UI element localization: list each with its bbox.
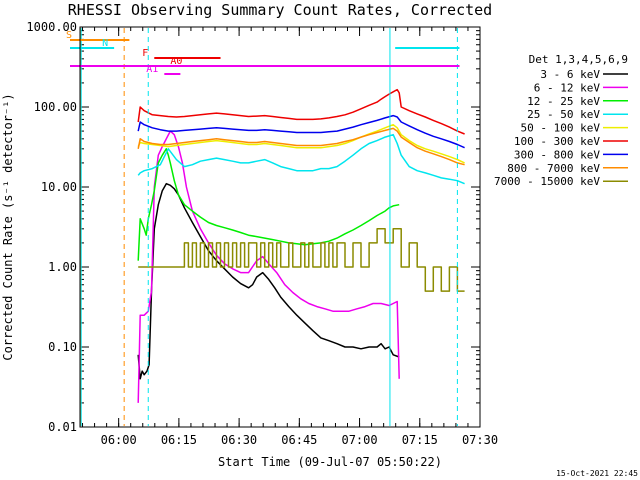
y-tick-label: 0.10 bbox=[48, 340, 77, 354]
flag-layer: S N F A0 A1 bbox=[66, 30, 460, 75]
plot-area: 0.01 0.10 1.00 10.00 100.00 1000.00 06:00 06:1… bbox=[26, 20, 498, 447]
flag-label-4: A0 bbox=[170, 56, 182, 67]
plot-frame bbox=[79, 26, 481, 428]
x-axis: 06:00 06:15 06:30 06:45 07:00 07:15 07:30 bbox=[82, 27, 498, 447]
series-line-7 bbox=[137, 127, 465, 166]
series-line-5 bbox=[137, 88, 465, 135]
series-line-8 bbox=[138, 228, 465, 292]
legend-label-2: 12 - 25 keV bbox=[527, 95, 600, 108]
x-axis-label: Start Time (09-Jul-07 05:50:22) bbox=[218, 455, 442, 469]
series-line-4 bbox=[137, 123, 465, 164]
series-line-0 bbox=[137, 182, 400, 380]
series-layer bbox=[137, 88, 465, 403]
x-tick-label: 06:00 bbox=[101, 433, 137, 447]
legend-label-4: 50 - 100 keV bbox=[521, 122, 601, 135]
legend-label-7: 800 - 7000 keV bbox=[507, 162, 600, 175]
timestamp: 15-Oct-2021 22:45 bbox=[556, 469, 638, 478]
legend-label-1: 6 - 12 keV bbox=[534, 81, 601, 94]
flag-label-3: F bbox=[142, 48, 148, 59]
y-axis: 0.01 0.10 1.00 10.00 100.00 1000.00 bbox=[26, 20, 480, 434]
x-tick-label: 07:15 bbox=[402, 433, 438, 447]
x-tick-label: 06:15 bbox=[161, 433, 197, 447]
x-tick-label: 07:00 bbox=[341, 433, 377, 447]
x-tick-label: 07:30 bbox=[462, 433, 498, 447]
y-tick-label: 1000.00 bbox=[26, 20, 77, 34]
y-tick-label: 10.00 bbox=[41, 180, 77, 194]
legend-label-5: 100 - 300 keV bbox=[514, 135, 600, 148]
legend-label-8: 7000 - 15000 keV bbox=[494, 175, 600, 188]
series-line-6 bbox=[137, 114, 465, 149]
x-tick-label: 06:30 bbox=[221, 433, 257, 447]
y-tick-label: 0.01 bbox=[48, 420, 77, 434]
legend-label-0: 3 - 6 keV bbox=[540, 68, 600, 81]
flag-label-1: N bbox=[102, 38, 108, 49]
series-line-2 bbox=[137, 148, 400, 261]
vline-layer bbox=[80, 28, 458, 426]
series-line-3 bbox=[137, 133, 465, 185]
legend-label-3: 25 - 50 keV bbox=[527, 108, 600, 121]
series-line-1 bbox=[137, 130, 400, 403]
legend-header: Det 1,3,4,5,6,9 bbox=[529, 53, 628, 66]
x-tick-label: 06:45 bbox=[281, 433, 317, 447]
chart-title: RHESSI Observing Summary Count Rates, Co… bbox=[68, 1, 492, 19]
legend-label-6: 300 - 800 keV bbox=[514, 148, 600, 161]
y-tick-label: 100.00 bbox=[34, 100, 77, 114]
y-tick-label: 1.00 bbox=[48, 260, 77, 274]
y-axis-label: Corrected Count Rate (s⁻¹ detector⁻¹) bbox=[1, 93, 15, 360]
flag-label-6: A1 bbox=[146, 64, 158, 75]
flag-label-0: S bbox=[66, 30, 72, 41]
